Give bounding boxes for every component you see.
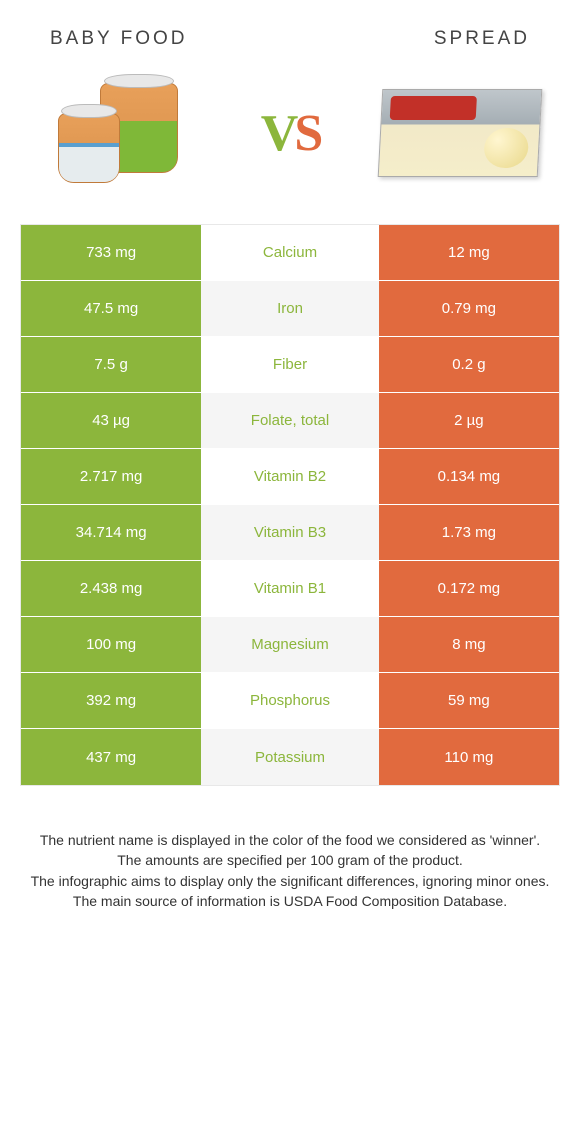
nutrient-name: Fiber bbox=[201, 337, 379, 392]
left-value: 43 µg bbox=[21, 393, 201, 448]
images-row: VS bbox=[0, 58, 580, 218]
spread-pack-icon bbox=[380, 89, 540, 177]
table-row: 43 µgFolate, total2 µg bbox=[21, 393, 559, 449]
right-value: 1.73 mg bbox=[379, 505, 559, 560]
right-value: 0.2 g bbox=[379, 337, 559, 392]
left-value: 437 mg bbox=[21, 729, 201, 785]
nutrient-name: Calcium bbox=[201, 225, 379, 280]
table-row: 100 mgMagnesium8 mg bbox=[21, 617, 559, 673]
left-value: 2.717 mg bbox=[21, 449, 201, 504]
vs-badge: VS bbox=[261, 104, 319, 163]
nutrient-name: Phosphorus bbox=[201, 673, 379, 728]
note-line: The amounts are specified per 100 gram o… bbox=[28, 850, 552, 870]
right-value: 12 mg bbox=[379, 225, 559, 280]
right-value: 8 mg bbox=[379, 617, 559, 672]
table-row: 733 mgCalcium12 mg bbox=[21, 225, 559, 281]
nutrient-name: Folate, total bbox=[201, 393, 379, 448]
right-food-title: SPREAD bbox=[434, 28, 530, 50]
vs-v: V bbox=[261, 105, 295, 162]
table-row: 47.5 mgIron0.79 mg bbox=[21, 281, 559, 337]
footer-notes: The nutrient name is displayed in the co… bbox=[28, 830, 552, 911]
left-value: 7.5 g bbox=[21, 337, 201, 392]
nutrient-name: Potassium bbox=[201, 729, 379, 785]
note-line: The nutrient name is displayed in the co… bbox=[28, 830, 552, 850]
left-value: 392 mg bbox=[21, 673, 201, 728]
nutrient-name: Vitamin B2 bbox=[201, 449, 379, 504]
nutrient-name: Magnesium bbox=[201, 617, 379, 672]
table-row: 437 mgPotassium110 mg bbox=[21, 729, 559, 785]
left-value: 733 mg bbox=[21, 225, 201, 280]
right-value: 2 µg bbox=[379, 393, 559, 448]
left-value: 34.714 mg bbox=[21, 505, 201, 560]
baby-food-image bbox=[40, 73, 200, 193]
nutrient-name: Iron bbox=[201, 281, 379, 336]
spread-image bbox=[380, 73, 540, 193]
right-value: 59 mg bbox=[379, 673, 559, 728]
right-value: 110 mg bbox=[379, 729, 559, 785]
table-row: 7.5 gFiber0.2 g bbox=[21, 337, 559, 393]
table-row: 34.714 mgVitamin B31.73 mg bbox=[21, 505, 559, 561]
page: BABY FOOD SPREAD VS 733 mgCalcium12 mg47… bbox=[0, 0, 580, 1144]
jar-group-icon bbox=[40, 73, 200, 193]
right-value: 0.79 mg bbox=[379, 281, 559, 336]
note-line: The infographic aims to display only the… bbox=[28, 871, 552, 891]
table-row: 392 mgPhosphorus59 mg bbox=[21, 673, 559, 729]
vs-s: S bbox=[294, 105, 319, 162]
note-line: The main source of information is USDA F… bbox=[28, 891, 552, 911]
nutrient-name: Vitamin B1 bbox=[201, 561, 379, 616]
right-value: 0.172 mg bbox=[379, 561, 559, 616]
left-value: 47.5 mg bbox=[21, 281, 201, 336]
right-value: 0.134 mg bbox=[379, 449, 559, 504]
jar-small-icon bbox=[58, 113, 120, 183]
comparison-table: 733 mgCalcium12 mg47.5 mgIron0.79 mg7.5 … bbox=[20, 224, 560, 786]
left-food-title: BABY FOOD bbox=[50, 28, 188, 50]
header: BABY FOOD SPREAD bbox=[0, 28, 580, 58]
nutrient-name: Vitamin B3 bbox=[201, 505, 379, 560]
table-row: 2.438 mgVitamin B10.172 mg bbox=[21, 561, 559, 617]
table-row: 2.717 mgVitamin B20.134 mg bbox=[21, 449, 559, 505]
left-value: 2.438 mg bbox=[21, 561, 201, 616]
left-value: 100 mg bbox=[21, 617, 201, 672]
